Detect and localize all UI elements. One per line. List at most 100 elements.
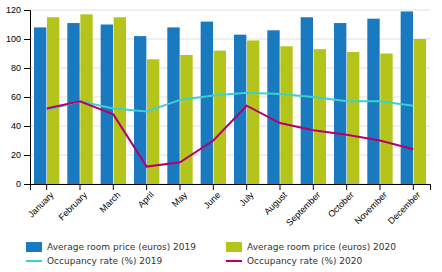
- x-tick: January: [26, 184, 56, 220]
- x-tick: April: [136, 184, 156, 210]
- y-tick: 100: [6, 34, 30, 44]
- bar: [167, 27, 179, 184]
- tick-mark: [346, 184, 347, 190]
- legend: Average room price (euros) 2019 Average r…: [26, 242, 396, 266]
- tick-label: 0: [16, 179, 21, 189]
- tick-label: April: [136, 190, 156, 210]
- bar-series: [34, 11, 413, 184]
- x-tick: October: [326, 184, 356, 220]
- legend-label: Occupancy rate (%) 2020: [247, 256, 363, 266]
- y-tick: 20: [11, 150, 30, 160]
- legend-item: Average room price (euros) 2019: [26, 242, 196, 252]
- legend-swatch: [226, 242, 242, 252]
- x-tick: June: [202, 184, 223, 211]
- grid-line: [30, 10, 430, 11]
- tick-mark: [313, 184, 314, 190]
- x-tick: May: [170, 184, 189, 209]
- tick-label: February: [57, 189, 90, 222]
- tick-mark: [24, 126, 30, 127]
- tick-mark: [46, 184, 47, 190]
- tick-mark: [213, 184, 214, 190]
- line: [47, 101, 414, 166]
- tick-mark: [380, 184, 381, 190]
- tick-label: June: [202, 190, 223, 211]
- bar: [414, 39, 426, 184]
- tick-mark: [24, 155, 30, 156]
- tick-mark: [24, 184, 30, 185]
- bar: [80, 14, 92, 184]
- legend-label: Average room price (euros) 2019: [47, 242, 196, 252]
- tick-mark: [113, 184, 114, 190]
- axis-line: [31, 185, 431, 191]
- tick-label: May: [170, 189, 189, 208]
- tick-mark: [80, 184, 81, 190]
- y-tick: 40: [11, 121, 30, 131]
- bar-series: [47, 14, 426, 184]
- tick-label: July: [237, 189, 256, 208]
- tick-mark: [246, 184, 247, 190]
- axis-line: [24, 11, 31, 185]
- line: [47, 93, 414, 112]
- tick-mark: [24, 97, 30, 98]
- tick-label: 120: [6, 5, 21, 15]
- bar: [347, 52, 359, 184]
- tick-label: 20: [11, 150, 21, 160]
- bar: [114, 17, 126, 184]
- legend-swatch: [226, 260, 242, 262]
- tick-label: 80: [11, 63, 21, 73]
- y-axis: 0 20 40 60 80 100 120: [6, 5, 31, 189]
- bar: [301, 17, 313, 184]
- tick-mark: [24, 39, 30, 40]
- tick-label: 100: [6, 34, 21, 44]
- bar: [214, 51, 226, 184]
- x-tick: July: [237, 184, 256, 208]
- y-tick: 60: [11, 92, 30, 102]
- tick-label: March: [98, 190, 123, 215]
- x-tick: February: [57, 184, 90, 222]
- legend-label: Occupancy rate (%) 2019: [47, 256, 163, 266]
- legend-item: Average room price (euros) 2020: [226, 242, 396, 252]
- tick-mark: [24, 68, 30, 69]
- tick-label: November: [353, 190, 389, 226]
- x-tick: September: [284, 184, 322, 228]
- tick-label: 40: [11, 121, 21, 131]
- legend-swatch: [26, 242, 42, 252]
- y-tick: 0: [16, 179, 30, 189]
- plot: 0 20 40 60 80 100 120 JanuaryFebruary March April…: [6, 5, 431, 228]
- bar: [314, 49, 326, 184]
- y-tick: 80: [11, 63, 30, 73]
- x-tick: March: [98, 184, 123, 215]
- bar: [267, 30, 279, 184]
- bar: [380, 54, 392, 185]
- bar: [34, 27, 46, 184]
- tick-label: January: [26, 189, 56, 219]
- tick-label: August: [262, 189, 289, 216]
- bar: [280, 46, 292, 184]
- x-tick: August: [262, 184, 289, 217]
- x-tick: November: [353, 184, 389, 226]
- grid: [30, 10, 430, 184]
- y-tick: 120: [6, 5, 30, 15]
- x-tick: December: [386, 184, 422, 226]
- tick-mark: [146, 184, 147, 190]
- tick-mark: [180, 184, 181, 190]
- x-axis: JanuaryFebruary March April May June July Augu…: [26, 184, 431, 228]
- legend-label: Average room price (euros) 2020: [247, 242, 396, 252]
- bar: [180, 55, 192, 184]
- tick-label: September: [284, 190, 322, 228]
- marks: [34, 11, 426, 184]
- bar: [334, 23, 346, 184]
- tick-label: December: [386, 190, 422, 226]
- tick-mark: [413, 184, 414, 190]
- bar: [401, 11, 413, 184]
- tick-label: 60: [11, 92, 21, 102]
- tick-mark: [280, 184, 281, 190]
- bar: [47, 17, 59, 184]
- legend-item: Occupancy rate (%) 2020: [226, 256, 363, 266]
- legend-item: Occupancy rate (%) 2019: [26, 256, 163, 266]
- legend-swatch: [26, 260, 42, 262]
- bar: [101, 25, 113, 185]
- tick-mark: [24, 10, 30, 11]
- bar: [201, 22, 213, 184]
- chart: 0 20 40 60 80 100 120 JanuaryFebruary March April…: [0, 0, 442, 272]
